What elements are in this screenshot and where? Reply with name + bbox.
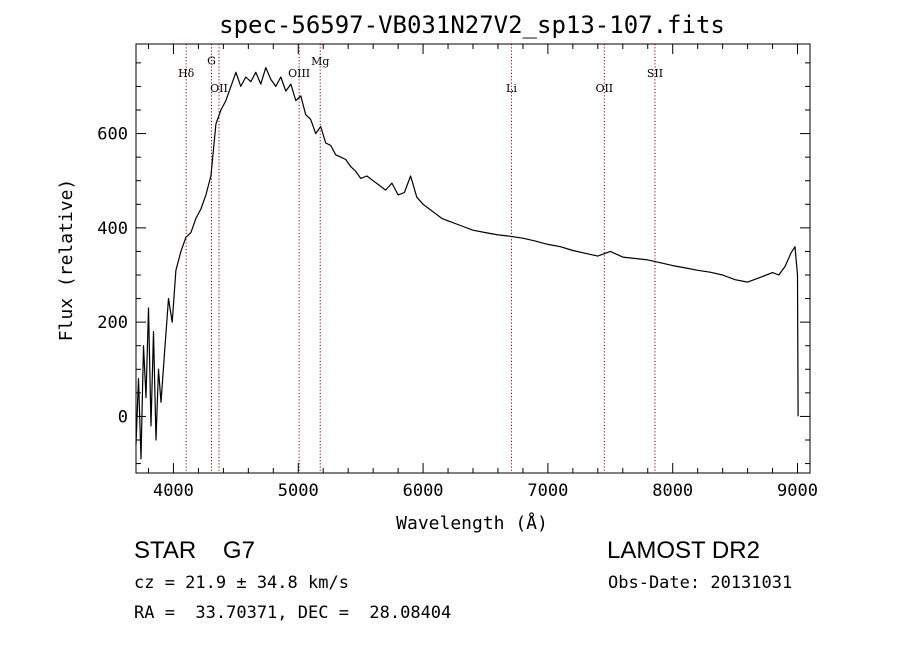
spectral-line-label: SII <box>647 67 663 80</box>
y-axis-label: Flux (relative) <box>56 179 77 342</box>
x-tick-label: 7000 <box>527 481 568 501</box>
plot-frame <box>135 43 811 474</box>
spectral-line-label: OII <box>210 82 228 95</box>
x-tick-label: 5000 <box>278 481 319 501</box>
spectral-line-label: Li <box>506 82 517 95</box>
y-tick-label: 200 <box>97 313 128 333</box>
chart-title: spec-56597-VB031N27V2_sp13-107.fits <box>219 11 725 39</box>
redshift-text: cz = 21.9 ± 34.8 km/s <box>134 573 349 593</box>
spectral-line-label: Mg <box>311 55 329 68</box>
spectral-line-label: OIII <box>288 67 310 80</box>
x-tick-label: 4000 <box>153 481 194 501</box>
object-class: STAR G7 <box>134 537 255 564</box>
y-tick-label: 0 <box>118 407 128 427</box>
spectral-line-label: G <box>207 54 216 67</box>
coordinates-text: RA = 33.70371, DEC = 28.08404 <box>134 603 452 623</box>
x-tick-label: 8000 <box>652 481 693 501</box>
spectrum-series <box>135 66 799 460</box>
x-tick-label: 9000 <box>777 481 818 501</box>
x-axis-label: Wavelength (Å) <box>396 512 548 534</box>
y-tick-label: 600 <box>97 125 128 145</box>
x-tick-label: 6000 <box>403 481 444 501</box>
y-tick-label: 400 <box>97 219 128 239</box>
spectral-line-label: Hδ <box>178 67 195 80</box>
survey-release: LAMOST DR2 <box>607 537 760 564</box>
spectrum-line <box>135 66 799 460</box>
axis-ticks: 4000 5000 6000 7000 8000 9000 0 200 400 600 <box>97 44 818 501</box>
obs-date: Obs-Date: 20131031 <box>608 573 793 593</box>
spectral-line-label: OII <box>595 82 613 95</box>
